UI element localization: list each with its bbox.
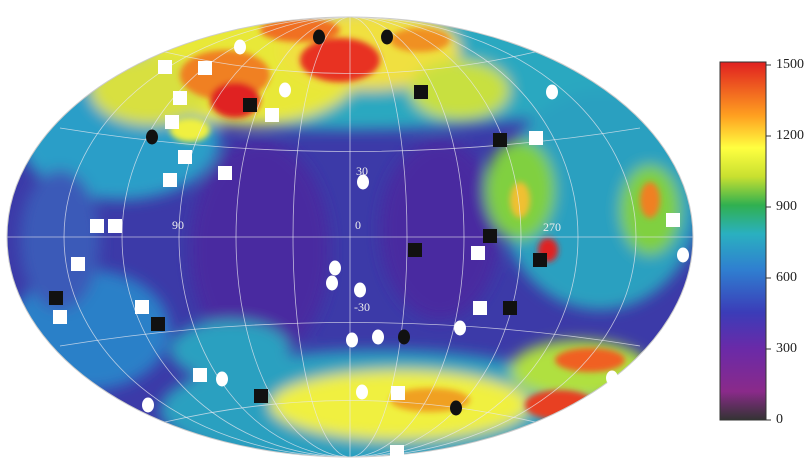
longitude-label: 90 [172, 218, 184, 232]
white-square-marker [218, 166, 232, 180]
colorbar-tick-label: 600 [776, 270, 797, 285]
black-square-marker [493, 133, 507, 147]
white-square-marker [666, 213, 680, 227]
black-circle-marker [381, 29, 393, 45]
white-square-marker [173, 91, 187, 105]
white-square-marker [198, 61, 212, 75]
black-square-marker [408, 243, 422, 257]
white-square-marker [90, 219, 104, 233]
white-square-marker [53, 310, 67, 324]
white-circle-marker [354, 282, 366, 298]
graticule [6, 16, 694, 458]
black-square-marker [254, 389, 268, 403]
white-square-marker [158, 60, 172, 74]
colorbar [719, 61, 767, 421]
white-circle-marker [356, 384, 368, 400]
white-square-marker [471, 246, 485, 260]
sky-intensity [7, 17, 693, 457]
white-square-marker [193, 368, 207, 382]
white-circle-marker [372, 329, 384, 345]
latitude-label: -30 [354, 300, 370, 314]
black-square-marker [49, 291, 63, 305]
white-circle-marker [142, 397, 154, 413]
white-circle-marker [329, 260, 341, 276]
white-circle-marker [234, 39, 246, 55]
white-circle-marker [326, 275, 338, 291]
colorbar-tick-label: 1500 [776, 57, 804, 72]
white-square-marker [71, 257, 85, 271]
white-square-marker [529, 131, 543, 145]
white-square-marker [473, 301, 487, 315]
longitude-label: 270 [543, 220, 561, 234]
colorbar-tick-label: 300 [776, 341, 797, 356]
white-square-marker [135, 300, 149, 314]
white-circle-marker [346, 332, 358, 348]
white-circle-marker [279, 82, 291, 98]
white-circle-marker [454, 320, 466, 336]
black-circle-marker [398, 329, 410, 345]
source-markers [49, 29, 689, 459]
black-circle-marker [146, 129, 158, 145]
map-labels: 90 0 270 30 -30 [172, 164, 561, 314]
black-square-marker [533, 253, 547, 267]
black-square-marker [243, 98, 257, 112]
latitude-label: 30 [356, 164, 368, 178]
white-square-marker [178, 150, 192, 164]
white-square-marker [163, 173, 177, 187]
black-circle-marker [450, 400, 462, 416]
black-square-marker [503, 301, 517, 315]
white-square-marker [390, 445, 404, 459]
colorbar-tick-label: 1200 [776, 128, 804, 143]
colorbar-ticks: 0 300 600 900 1200 1500 [766, 57, 804, 427]
black-square-marker [151, 317, 165, 331]
white-square-marker [391, 386, 405, 400]
longitude-label: 0 [355, 218, 361, 232]
white-circle-marker [216, 371, 228, 387]
white-circle-marker [546, 84, 558, 100]
colorbar-tick-label: 0 [776, 412, 783, 427]
white-circle-marker [357, 174, 369, 190]
white-square-marker [265, 108, 279, 122]
black-square-marker [483, 229, 497, 243]
black-circle-marker [313, 29, 325, 45]
colorbar-tick-label: 900 [776, 199, 797, 214]
white-circle-marker [606, 370, 618, 386]
white-circle-marker [677, 247, 689, 263]
black-square-marker [414, 85, 428, 99]
white-square-marker [165, 115, 179, 129]
white-square-marker [108, 219, 122, 233]
